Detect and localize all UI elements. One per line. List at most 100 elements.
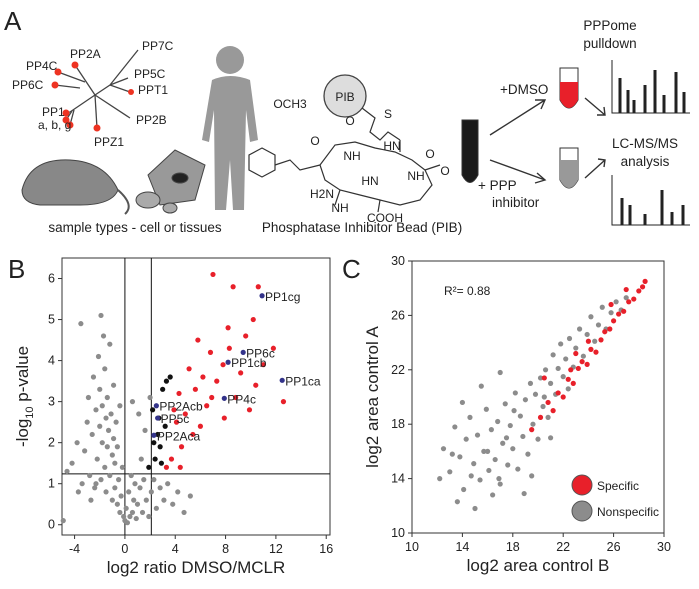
- point: [209, 394, 215, 401]
- point: [468, 473, 474, 479]
- point: [488, 427, 494, 433]
- tree-tips: [51, 61, 134, 132]
- point: [93, 407, 99, 413]
- atom-label: O: [345, 114, 354, 128]
- point: [146, 513, 152, 520]
- arrows: [489, 97, 606, 184]
- point: [521, 490, 527, 497]
- point: [160, 386, 166, 392]
- legend-marker: [571, 500, 593, 522]
- point: [79, 481, 85, 487]
- point: [124, 520, 131, 526]
- point: [593, 349, 599, 355]
- point: [585, 338, 592, 344]
- y-tick-label: 1: [48, 477, 55, 491]
- label: + PPP: [478, 178, 517, 193]
- point: [541, 375, 547, 381]
- point: [548, 435, 554, 441]
- point: [474, 432, 481, 438]
- point: [631, 296, 637, 302]
- point: [64, 468, 70, 474]
- point: [483, 406, 489, 412]
- tree-label: PP5C: [134, 67, 166, 81]
- point-label: PP1cg: [265, 290, 300, 304]
- point: [149, 407, 156, 413]
- point: [584, 331, 590, 338]
- x-tick-label: 30: [657, 540, 671, 554]
- point: [500, 440, 506, 446]
- point: [102, 464, 108, 470]
- point: [121, 513, 127, 520]
- point: [171, 407, 177, 413]
- point: [623, 286, 629, 293]
- point: [240, 349, 246, 355]
- spectra: [611, 60, 690, 226]
- point: [102, 366, 108, 372]
- x-tick-label: 22: [556, 540, 570, 554]
- point: [186, 366, 192, 372]
- point: [542, 367, 549, 373]
- x-tick-label: 18: [506, 540, 520, 554]
- point: [616, 311, 622, 317]
- point: [588, 314, 594, 320]
- legend-label: Specific: [597, 479, 639, 493]
- point: [238, 370, 244, 376]
- label: pulldown: [583, 36, 636, 51]
- point: [97, 386, 103, 392]
- y-tick-label: 4: [48, 354, 55, 368]
- point: [210, 271, 216, 278]
- point: [105, 427, 112, 433]
- point: [107, 341, 113, 347]
- point: [529, 427, 535, 433]
- atom-label: O: [425, 147, 434, 161]
- point: [555, 365, 561, 372]
- point: [477, 477, 483, 483]
- point: [461, 486, 467, 493]
- point: [503, 435, 510, 441]
- point: [602, 329, 608, 335]
- point: [243, 333, 249, 339]
- point: [197, 423, 204, 429]
- tree-label: PP2A: [70, 47, 101, 61]
- point: [87, 472, 93, 479]
- atom-label: H2N: [310, 187, 334, 201]
- point: [161, 497, 167, 503]
- tree-label: PP1: [42, 105, 65, 119]
- point: [94, 456, 100, 462]
- label: inhibitor: [492, 195, 540, 210]
- point: [114, 501, 120, 507]
- y-label-part: p-value: [13, 346, 32, 406]
- y-tick-label: 14: [391, 472, 405, 486]
- point: [495, 418, 501, 425]
- point: [636, 288, 642, 294]
- point: [129, 399, 136, 405]
- point: [175, 489, 181, 495]
- atom-label: NH: [331, 201, 348, 215]
- point: [502, 401, 508, 407]
- point-label: PP6c: [246, 346, 275, 360]
- point: [110, 382, 117, 388]
- point: [459, 399, 465, 406]
- point: [153, 403, 159, 409]
- point: [200, 374, 206, 380]
- point: [510, 446, 516, 452]
- point: [139, 509, 146, 516]
- point: [584, 361, 590, 367]
- point: [131, 497, 137, 503]
- point: [555, 390, 561, 396]
- point: [529, 473, 535, 479]
- point: [437, 476, 443, 482]
- tree: [54, 49, 139, 129]
- point: [195, 337, 201, 343]
- point: [155, 415, 161, 421]
- point: [548, 380, 554, 386]
- point: [246, 407, 253, 413]
- point: [517, 413, 523, 419]
- point: [178, 444, 185, 450]
- point: [573, 345, 579, 351]
- point: [134, 501, 141, 507]
- point: [449, 451, 455, 457]
- point: [146, 464, 152, 470]
- point: [550, 408, 556, 414]
- point-label: PP2Acb: [159, 400, 203, 414]
